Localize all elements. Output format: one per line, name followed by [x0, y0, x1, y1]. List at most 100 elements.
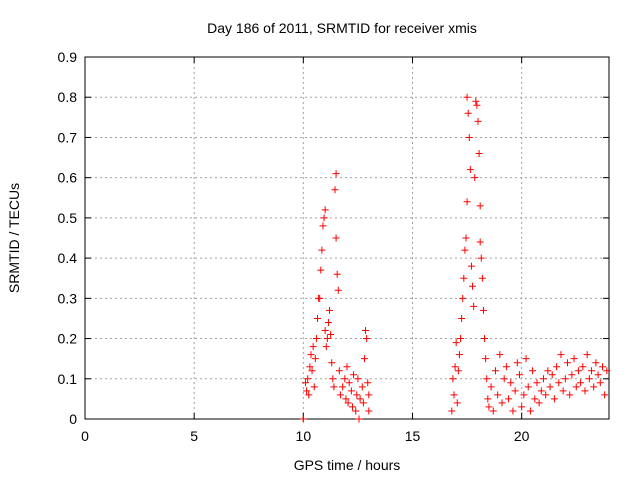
data-point	[350, 371, 358, 379]
data-point	[319, 222, 327, 230]
data-point	[333, 270, 341, 278]
data-point	[450, 391, 458, 399]
data-point	[453, 399, 461, 407]
data-point	[533, 379, 541, 387]
data-point	[323, 335, 331, 343]
data-point	[310, 383, 318, 391]
data-point	[464, 109, 472, 117]
data-point	[491, 367, 499, 375]
data-point	[570, 355, 578, 363]
data-point	[363, 335, 371, 343]
data-point	[546, 383, 554, 391]
data-point	[455, 351, 463, 359]
data-point	[475, 150, 483, 158]
data-point	[334, 286, 342, 294]
data-point	[365, 391, 373, 399]
data-point	[352, 407, 360, 415]
data-point	[583, 351, 591, 359]
data-point	[473, 101, 481, 109]
data-point	[564, 359, 572, 367]
data-point	[466, 166, 474, 174]
data-point	[509, 407, 517, 415]
y-tick-label: 0.8	[58, 89, 78, 105]
data-point	[485, 403, 493, 411]
data-point	[588, 367, 596, 375]
data-point	[347, 387, 355, 395]
data-point	[479, 306, 487, 314]
data-point	[307, 351, 315, 359]
data-point	[542, 391, 550, 399]
data-point	[524, 383, 532, 391]
data-point	[330, 383, 338, 391]
data-point	[312, 335, 320, 343]
data-point	[472, 97, 480, 105]
data-point	[317, 266, 325, 274]
data-point	[469, 282, 477, 290]
y-tick-label: 0	[69, 411, 77, 427]
data-point	[452, 339, 460, 347]
data-point	[304, 375, 312, 383]
plot-frame	[84, 56, 610, 420]
data-point	[559, 387, 567, 395]
y-axis-label: SRMTID / TECUs	[6, 183, 22, 293]
data-point	[332, 170, 340, 178]
data-point	[348, 403, 356, 411]
data-point	[365, 407, 373, 415]
data-point	[592, 359, 600, 367]
data-point	[550, 395, 558, 403]
data-point	[364, 379, 372, 387]
data-point	[474, 117, 482, 125]
data-point	[470, 302, 478, 310]
data-point	[598, 363, 606, 371]
data-point	[544, 367, 552, 375]
y-tick-label: 0.6	[58, 170, 78, 186]
data-point	[482, 355, 490, 363]
data-point	[487, 383, 495, 391]
data-point	[478, 274, 486, 282]
y-tick-label: 0.9	[58, 49, 78, 65]
data-point	[476, 202, 484, 210]
data-point	[332, 234, 340, 242]
data-point	[303, 387, 311, 395]
data-point	[354, 375, 362, 383]
data-point	[526, 407, 534, 415]
data-point	[311, 355, 319, 363]
data-point	[566, 391, 574, 399]
data-point	[540, 375, 547, 383]
data-point	[342, 395, 350, 403]
y-tick-label: 0.5	[58, 210, 78, 226]
data-point	[339, 383, 347, 391]
data-point	[335, 367, 343, 375]
data-point	[321, 327, 329, 335]
data-point	[449, 375, 457, 383]
data-point	[511, 387, 519, 395]
data-point	[502, 363, 510, 371]
data-point	[476, 238, 484, 246]
data-point	[596, 379, 604, 387]
data-point	[341, 375, 349, 383]
x-tick-label: 10	[296, 428, 312, 444]
y-tick-label: 0.4	[58, 250, 78, 266]
data-point	[362, 327, 370, 335]
data-point	[457, 335, 465, 343]
y-tick-label: 0.7	[58, 129, 78, 145]
y-tick-label: 0.1	[58, 371, 78, 387]
data-point	[322, 343, 330, 351]
data-point	[326, 306, 334, 314]
data-point	[458, 314, 466, 322]
data-point	[515, 371, 523, 379]
data-point	[496, 351, 504, 359]
data-point	[463, 93, 471, 101]
data-point	[343, 363, 351, 371]
data-point	[484, 395, 492, 403]
data-point	[529, 367, 537, 375]
data-point	[327, 331, 335, 339]
data-point	[463, 198, 471, 206]
data-point	[572, 383, 580, 391]
data-point	[590, 383, 598, 391]
data-point	[328, 359, 336, 367]
data-point	[555, 379, 563, 387]
data-point	[321, 206, 329, 214]
data-point	[500, 375, 508, 383]
